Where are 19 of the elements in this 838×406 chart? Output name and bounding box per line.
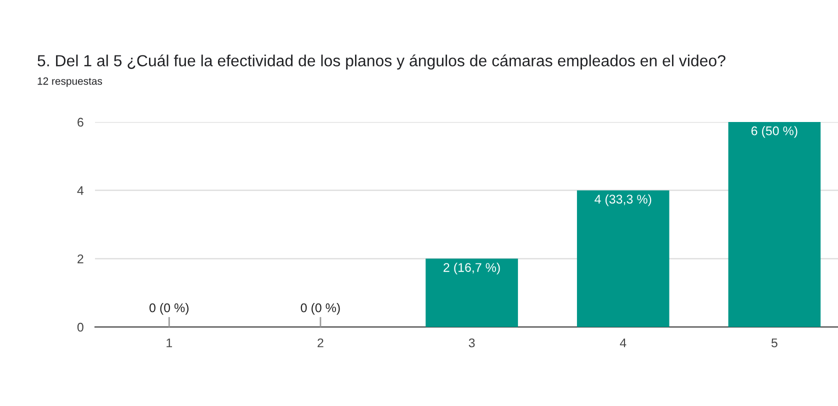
y-tick-label: 4	[77, 186, 84, 195]
y-tick-label: 6	[78, 118, 84, 127]
data-label: 0 (0 %)	[149, 303, 189, 315]
data-label: 0 (0 %)	[300, 303, 340, 315]
y-tick-label: 0	[77, 322, 84, 332]
x-tick-label: 4	[620, 338, 626, 348]
x-tick-label: 3	[468, 338, 475, 348]
x-tick-label: 1	[166, 338, 172, 348]
chart-subtitle: 12 respuestas	[38, 77, 102, 87]
x-tick-label: 2	[318, 338, 324, 348]
x-tick-label: 5	[771, 338, 778, 348]
data-label: 4 (33,3 %)	[594, 194, 652, 206]
bar	[576, 190, 670, 327]
chart-title: 5. Del 1 al 5 ¿Cuál fue la efectividad de los planos y ángulos de cámaras empleados en el video?	[38, 54, 726, 70]
bar	[426, 258, 518, 327]
bar	[728, 122, 821, 327]
y-tick-label: 2	[78, 254, 84, 264]
data-label: 2 (16,7 %)	[444, 262, 500, 274]
data-label: 6 (50 %)	[751, 126, 798, 138]
